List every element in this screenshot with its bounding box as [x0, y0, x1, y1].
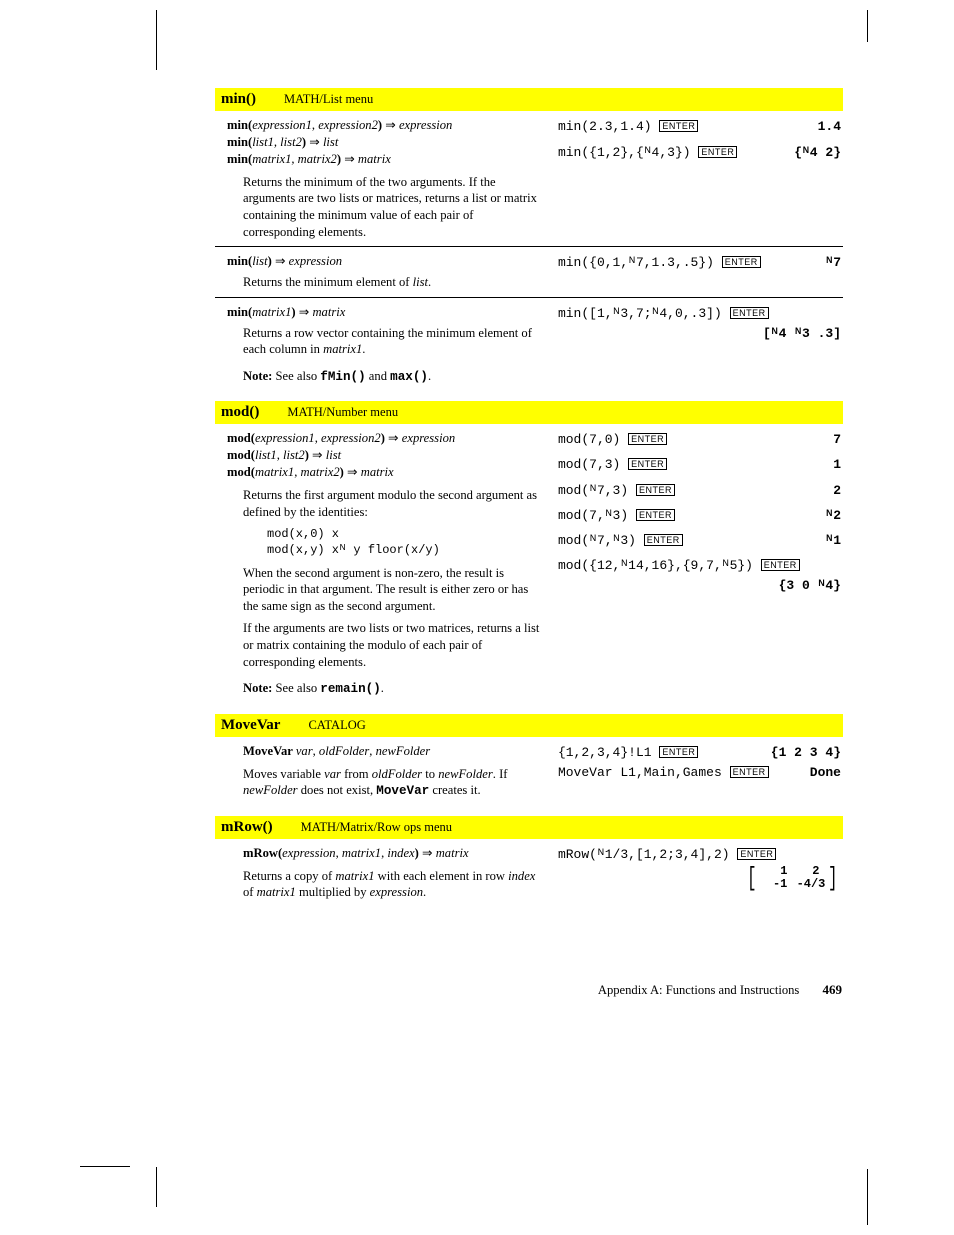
- description-column: min(expression1, expression2) ⇒ expressi…: [215, 117, 558, 240]
- menu-location: MATH/List menu: [284, 92, 373, 107]
- crop-mark: [156, 1167, 157, 1207]
- description-text: Returns the minimum of the two arguments…: [243, 174, 544, 240]
- function-name: mod(): [221, 404, 259, 421]
- entry-mod: mod(expression1, expression2) ⇒ expressi…: [215, 424, 843, 704]
- function-name: mRow(): [221, 819, 273, 836]
- function-name: MoveVar: [221, 717, 280, 734]
- page-content: min() MATH/List menu min(expression1, ex…: [215, 88, 843, 907]
- menu-location: MATH/Number menu: [287, 405, 398, 420]
- enter-key-icon: ENTER: [636, 509, 675, 521]
- section-header-mod: mod() MATH/Number menu: [215, 401, 843, 424]
- entry-min-list: min(list) ⇒ expression Returns the minim…: [215, 246, 843, 297]
- page-footer: Appendix A: Functions and Instructions 4…: [598, 982, 842, 998]
- entry-min-matrix: min(matrix1) ⇒ matrix Returns a row vect…: [215, 297, 843, 392]
- section-header-min: min() MATH/List menu: [215, 88, 843, 111]
- enter-key-icon: ENTER: [730, 307, 769, 319]
- enter-key-icon: ENTER: [730, 766, 769, 778]
- entry-mrow: mRow(expression, matrix1, index) ⇒ matri…: [215, 839, 843, 907]
- entry-min-general: min(expression1, expression2) ⇒ expressi…: [215, 111, 843, 246]
- enter-key-icon: ENTER: [628, 458, 667, 470]
- menu-location: CATALOG: [308, 718, 365, 733]
- identity-equations: mod(x,0) x mod(x,y) xᴺ y floor(x/y): [267, 526, 544, 558]
- entry-movevar: MoveVar var, oldFolder, newFolder Moves …: [215, 737, 843, 806]
- crop-mark: [80, 1166, 130, 1167]
- section-header-movevar: MoveVar CATALOG: [215, 714, 843, 737]
- function-name: min(): [221, 91, 256, 108]
- enter-key-icon: ENTER: [628, 433, 667, 445]
- enter-key-icon: ENTER: [636, 484, 675, 496]
- section-header-mrow: mRow() MATH/Matrix/Row ops menu: [215, 816, 843, 839]
- crop-mark: [867, 10, 868, 42]
- footer-text: Appendix A: Functions and Instructions: [598, 983, 800, 997]
- enter-key-icon: ENTER: [722, 256, 761, 268]
- enter-key-icon: ENTER: [698, 146, 737, 158]
- enter-key-icon: ENTER: [737, 848, 776, 860]
- enter-key-icon: ENTER: [659, 746, 698, 758]
- matrix-output: [ 12 -1-4/3 ]: [558, 865, 841, 892]
- example-column: min(2.3,1.4) ENTER 1.4 min({1,2},{ᴺ4,3})…: [558, 117, 843, 240]
- page-number: 469: [823, 982, 843, 997]
- enter-key-icon: ENTER: [761, 559, 800, 571]
- enter-key-icon: ENTER: [659, 120, 698, 132]
- menu-location: MATH/Matrix/Row ops menu: [301, 820, 452, 835]
- crop-mark: [156, 10, 157, 70]
- crop-mark: [867, 1169, 868, 1225]
- enter-key-icon: ENTER: [644, 534, 683, 546]
